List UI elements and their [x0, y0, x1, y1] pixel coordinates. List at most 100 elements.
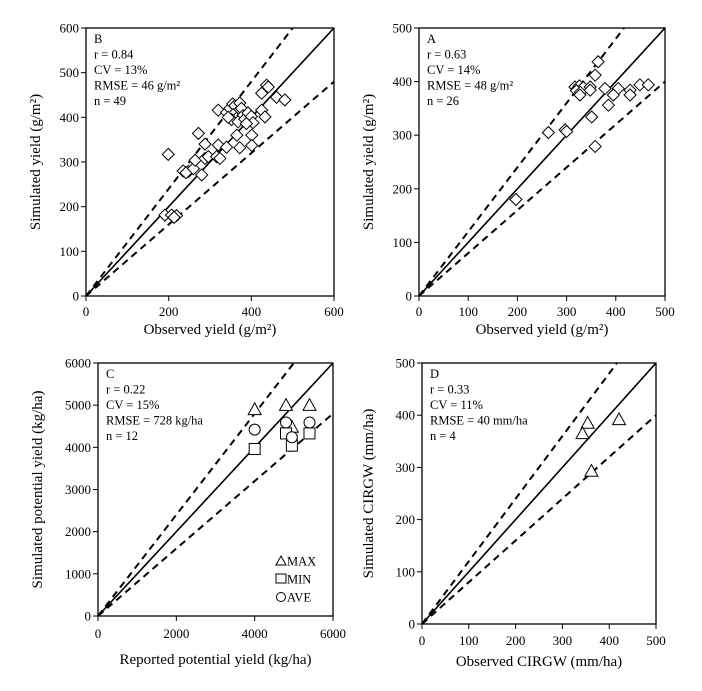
- diamond-point: [573, 88, 587, 102]
- legend-label: MAX: [287, 555, 316, 569]
- diamond-point: [541, 125, 556, 140]
- legend: MAX MIN AVE: [275, 554, 316, 605]
- upper-bound-line: [98, 363, 296, 616]
- stat-annotation: r = 0.63: [427, 48, 466, 62]
- triangle-point: [247, 401, 263, 416]
- y-tick-label: 6000: [65, 356, 91, 371]
- x-tick-label: 300: [553, 633, 573, 648]
- y-tick-label: 0: [85, 609, 92, 624]
- diamond-point: [167, 210, 181, 225]
- diamond-point: [186, 161, 201, 176]
- panel-c: 0 2000 4000 6000 0 1000 2000 3000 4000 5000 6000 Re…: [30, 356, 346, 669]
- stat-annotation: RMSE = 48 g/m²: [427, 79, 513, 93]
- x-axis-title: Reported potential yield (kg/ha): [119, 652, 311, 668]
- x-tick-label: 100: [458, 304, 478, 319]
- diamond-point: [588, 139, 602, 154]
- panel-letter: D: [430, 367, 439, 381]
- legend-label: AVE: [287, 591, 311, 605]
- x-tick-label: 6000: [320, 626, 346, 641]
- y-tick-label: 200: [393, 181, 413, 196]
- x-tick-label: 4000: [242, 626, 268, 641]
- stat-annotation: n = 49: [94, 94, 126, 108]
- y-tick-label: 0: [406, 289, 413, 304]
- x-tick-label: 0: [95, 626, 102, 641]
- diamond-point: [191, 126, 206, 141]
- one-to-one-line: [98, 363, 333, 616]
- upper-bound-line: [422, 363, 619, 624]
- square-point: [303, 427, 316, 440]
- panel-letter: C: [106, 367, 114, 381]
- y-tick-label: 0: [409, 617, 416, 632]
- y-axis-title: Simulated potential yield (kg/ha): [30, 391, 46, 589]
- y-tick-label: 400: [396, 408, 416, 423]
- stat-annotation: r = 0.22: [106, 383, 145, 397]
- stat-annotation: RMSE = 40 mm/ha: [430, 414, 528, 428]
- stat-annotation: n = 26: [427, 94, 459, 108]
- stat-annotation: n = 12: [106, 429, 138, 443]
- x-axis-title: Observed CIRGW (mm/ha): [456, 654, 622, 670]
- stat-annotation: RMSE = 728 kg/ha: [106, 414, 203, 428]
- diamond-point: [598, 81, 612, 96]
- y-tick-label: 2000: [65, 524, 91, 539]
- y-tick-label: 500: [60, 65, 80, 80]
- circle-point: [285, 431, 298, 444]
- legend-triangle-icon: [275, 554, 287, 566]
- upper-bound-line: [86, 28, 294, 296]
- square-point: [248, 443, 261, 456]
- legend-label: MIN: [287, 573, 311, 587]
- panel-a: 0 100 200 300 400 500 0 100 200 300 400 500 Observed…: [361, 21, 675, 339]
- diamond-point: [623, 88, 637, 102]
- diamond-point: [606, 88, 621, 102]
- circle-point: [248, 423, 261, 436]
- x-tick-label: 400: [599, 633, 619, 648]
- diamond-point: [588, 68, 602, 82]
- diamond-point: [583, 83, 597, 97]
- diamond-point: [641, 78, 655, 92]
- y-axis-title: Simulated yield (g/m²): [361, 94, 377, 230]
- y-tick-label: 0: [73, 289, 80, 304]
- y-tick-label: 3000: [65, 482, 91, 497]
- diamond-point: [213, 151, 227, 166]
- one-to-one-line: [419, 28, 665, 296]
- triangle-point: [584, 463, 599, 477]
- x-tick-label: 500: [646, 633, 666, 648]
- stat-annotation: CV = 11%: [430, 398, 483, 412]
- y-tick-label: 5000: [65, 398, 91, 413]
- series-ave: [248, 416, 316, 444]
- stat-annotation: n = 4: [430, 429, 457, 443]
- triangle-point: [302, 397, 317, 411]
- diamond-point: [559, 124, 574, 139]
- y-tick-label: 200: [396, 512, 416, 527]
- legend-square-icon: [275, 573, 287, 584]
- x-tick-label: 0: [419, 633, 426, 648]
- one-to-one-line: [86, 28, 334, 296]
- diamond-point: [188, 153, 202, 167]
- panel-letter: A: [427, 32, 436, 46]
- y-tick-label: 100: [396, 564, 416, 579]
- stat-annotation: RMSE = 46 g/m²: [94, 79, 180, 93]
- x-tick-label: 200: [159, 304, 179, 319]
- x-tick-label: 400: [242, 304, 262, 319]
- x-tick-label: 0: [83, 304, 90, 319]
- y-tick-label: 4000: [65, 440, 91, 455]
- panel-d: 0 100 200 300 400 500 0 100 200 300 400 500 Observed…: [361, 356, 666, 671]
- x-tick-label: 2000: [163, 626, 189, 641]
- x-tick-label: 200: [506, 633, 526, 648]
- y-tick-label: 100: [393, 235, 413, 250]
- panel-letter: B: [94, 32, 102, 46]
- circle-point: [280, 416, 292, 429]
- stat-annotation: r = 0.33: [430, 383, 469, 397]
- y-tick-label: 600: [60, 21, 80, 36]
- y-tick-label: 300: [396, 460, 416, 475]
- stat-annotation: r = 0.84: [94, 48, 134, 62]
- y-tick-label: 100: [60, 244, 80, 259]
- circle-point: [303, 416, 316, 429]
- diamond-point: [221, 110, 235, 125]
- plot-frame: [418, 27, 666, 297]
- y-tick-label: 200: [60, 199, 80, 214]
- diamond-point: [230, 128, 244, 142]
- diamond-point: [601, 98, 616, 112]
- x-tick-label: 100: [459, 633, 479, 648]
- triangle-point: [611, 411, 627, 426]
